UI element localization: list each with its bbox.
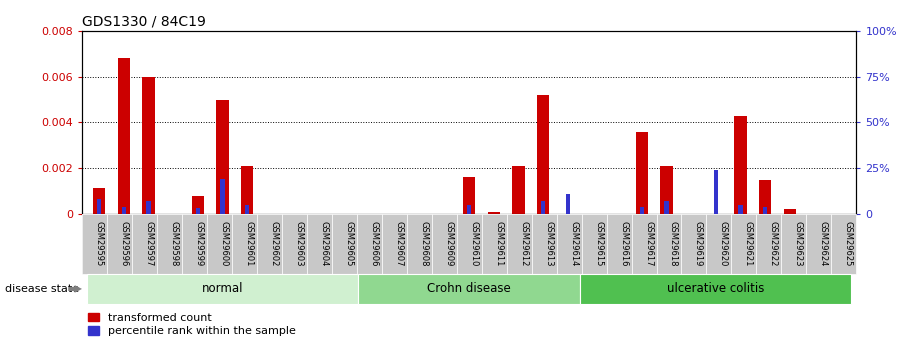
Text: GSM29602: GSM29602 [270,221,279,267]
Text: GSM29615: GSM29615 [594,221,603,267]
Bar [783,209,796,214]
Bar [93,188,106,214]
Bar [191,196,204,214]
Text: GSM29608: GSM29608 [419,221,428,267]
Text: GSM29611: GSM29611 [494,221,503,267]
Text: GSM29609: GSM29609 [445,221,453,267]
Bar [566,194,570,214]
Bar [636,132,648,214]
Text: GSM29617: GSM29617 [644,221,653,267]
Text: GSM29612: GSM29612 [519,221,528,267]
Bar [142,77,155,214]
Text: GSM29623: GSM29623 [793,221,803,267]
Bar [664,201,669,214]
Bar [196,208,200,214]
Bar [487,211,500,214]
Text: GSM29621: GSM29621 [744,221,752,267]
Bar [245,205,250,214]
Bar [147,201,151,214]
Bar [241,166,253,214]
Text: disease state: disease state [5,284,78,294]
Bar [463,177,476,214]
Text: GSM29619: GSM29619 [694,221,703,267]
Text: GSM29618: GSM29618 [669,221,678,267]
Text: GSM29620: GSM29620 [719,221,728,267]
Bar [537,95,549,214]
Text: GSM29603: GSM29603 [294,221,303,267]
Bar [763,207,767,214]
Text: GSM29607: GSM29607 [394,221,404,267]
Bar [640,207,644,214]
Text: GSM29604: GSM29604 [319,221,328,267]
Text: GSM29622: GSM29622 [769,221,778,267]
Bar [467,205,471,214]
Bar [738,205,742,214]
Text: GSM29600: GSM29600 [220,221,229,267]
Bar [118,59,130,214]
Bar [759,180,772,214]
Text: GSM29613: GSM29613 [544,221,553,267]
Text: GSM29614: GSM29614 [569,221,578,267]
Text: GSM29625: GSM29625 [844,221,853,267]
Bar [122,207,126,214]
Text: GSM29599: GSM29599 [194,221,203,267]
Text: GSM29606: GSM29606 [369,221,378,267]
Bar [217,100,229,214]
Text: GSM29601: GSM29601 [244,221,253,267]
Text: GSM29616: GSM29616 [619,221,628,267]
Bar [713,170,718,214]
Bar [541,201,546,214]
Text: normal: normal [202,283,243,295]
Text: GSM29598: GSM29598 [169,221,179,267]
Text: ulcerative colitis: ulcerative colitis [667,283,764,295]
Text: Crohn disease: Crohn disease [427,283,511,295]
Legend: transformed count, percentile rank within the sample: transformed count, percentile rank withi… [87,313,295,336]
Bar [220,179,225,214]
Text: GSM29610: GSM29610 [469,221,478,267]
Bar [734,116,747,214]
Bar [660,166,672,214]
Text: GSM29595: GSM29595 [95,221,104,267]
Text: GSM29597: GSM29597 [145,221,153,267]
Text: GSM29624: GSM29624 [819,221,828,267]
Text: GSM29605: GSM29605 [344,221,353,267]
Text: GSM29596: GSM29596 [119,221,128,267]
Bar [512,166,525,214]
Bar [97,199,101,214]
Text: GDS1330 / 84C19: GDS1330 / 84C19 [82,14,206,29]
